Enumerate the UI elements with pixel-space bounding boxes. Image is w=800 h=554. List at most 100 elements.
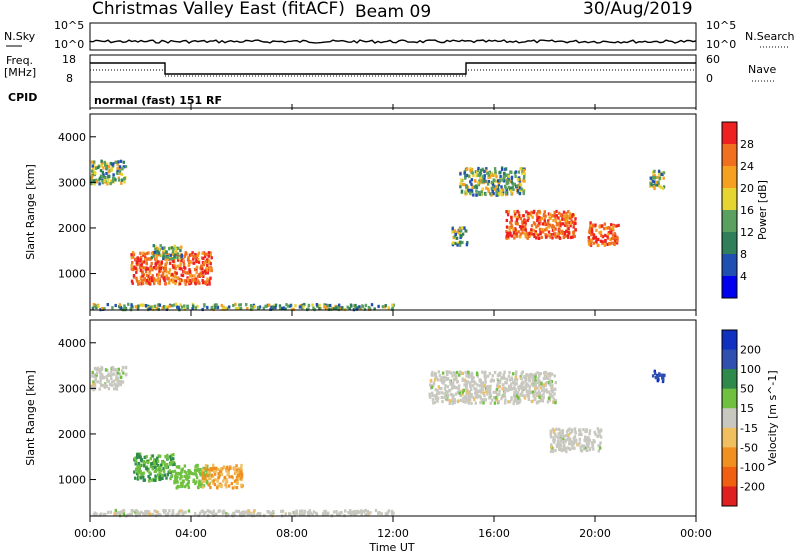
power-cell [516, 189, 520, 193]
velocity-cell [585, 448, 589, 452]
velocity-cell [162, 508, 165, 513]
power-cell [456, 241, 460, 245]
velocity-colorbar-tick: -100 [740, 461, 765, 474]
velocity-cell [462, 399, 465, 404]
power-cell [172, 278, 175, 282]
velocity-cell [431, 397, 435, 402]
velocity-cell [184, 485, 187, 489]
power-cell [354, 306, 357, 310]
power-cell [459, 181, 462, 185]
velocity-cell [587, 438, 590, 442]
power-cell [603, 222, 606, 226]
velocity-cell [99, 371, 102, 375]
velocity-cell [656, 374, 659, 378]
velocity-cell [493, 370, 497, 375]
power-cell [501, 178, 504, 182]
velocity-cell [554, 449, 557, 453]
velocity-cell [513, 396, 516, 400]
power-cell [109, 161, 112, 166]
power-cell [155, 254, 158, 258]
velocity-cell [194, 512, 197, 516]
velocity-cell [110, 376, 113, 381]
power-cell [528, 212, 532, 216]
velocity-cell [440, 395, 443, 400]
power-cell [157, 266, 160, 270]
velocity-cell [512, 380, 515, 384]
power-cell [390, 307, 394, 311]
velocity-cell [211, 511, 214, 516]
velocity-cell [214, 466, 218, 470]
velocity-cell [598, 433, 601, 437]
velocity-cell [153, 509, 156, 513]
power-cell [133, 265, 136, 269]
velocity-cell [550, 394, 553, 398]
power-cell [93, 182, 96, 186]
freq-right-tick-top: 60 [706, 53, 720, 66]
velocity-cell [569, 441, 572, 446]
power-cell [135, 257, 138, 262]
power-cell [487, 173, 491, 177]
power-cell [377, 304, 380, 308]
velocity-cell [158, 471, 161, 475]
power-cell [469, 191, 472, 195]
power-cell [196, 257, 200, 261]
beam-label: Beam 09 [355, 2, 431, 22]
velocity-cell [225, 478, 228, 482]
velocity-cell [524, 386, 528, 390]
velocity-cell [573, 439, 576, 443]
power-cell [652, 185, 655, 189]
power-cell [523, 232, 527, 236]
velocity-cell [145, 467, 148, 471]
power-cell [471, 186, 474, 190]
power-cell [533, 234, 536, 239]
velocity-cell [364, 513, 367, 517]
velocity-cell [202, 471, 206, 475]
velocity-cell [211, 480, 214, 484]
velocity-cell [592, 447, 595, 451]
power-cell [95, 180, 99, 184]
power-cell [258, 305, 262, 309]
power-cell [469, 169, 472, 173]
power-cell [239, 307, 243, 311]
velocity-cell [436, 399, 439, 403]
power-cell [324, 304, 327, 309]
velocity-cell [508, 387, 512, 391]
power-cell [111, 163, 114, 167]
velocity-cell [209, 485, 212, 490]
velocity-cell [153, 478, 156, 482]
power-cell [152, 307, 155, 311]
power-cell [173, 303, 176, 307]
velocity-cell [435, 392, 439, 396]
power-cell [485, 167, 488, 171]
velocity-cell [598, 443, 601, 447]
power-cell [589, 221, 592, 225]
power-cell [215, 303, 218, 307]
velocity-cell [337, 513, 340, 517]
velocity-cell [135, 509, 138, 513]
velocity-y-tick-label: 2000 [58, 428, 86, 441]
velocity-cell [199, 473, 202, 477]
power-cell [90, 182, 93, 186]
velocity-cell [547, 390, 550, 394]
velocity-cell [520, 372, 523, 376]
velocity-cell [527, 378, 531, 382]
velocity-cell [537, 377, 540, 381]
power-cell [141, 270, 144, 274]
power-cell [142, 253, 145, 257]
power-cell [364, 303, 368, 307]
velocity-cell [497, 385, 501, 389]
velocity-cell [453, 385, 456, 389]
power-cell [475, 174, 478, 178]
velocity-cell [153, 460, 157, 464]
velocity-cell [146, 461, 149, 465]
velocity-cell [257, 512, 260, 516]
power-cell [520, 167, 524, 171]
power-cell [91, 164, 94, 168]
power-cell [171, 250, 175, 254]
velocity-cell [122, 371, 125, 375]
velocity-cell [186, 482, 190, 486]
power-cell [562, 235, 565, 240]
power-cell [466, 185, 469, 189]
power-cell [194, 306, 197, 310]
velocity-cell [324, 509, 327, 513]
